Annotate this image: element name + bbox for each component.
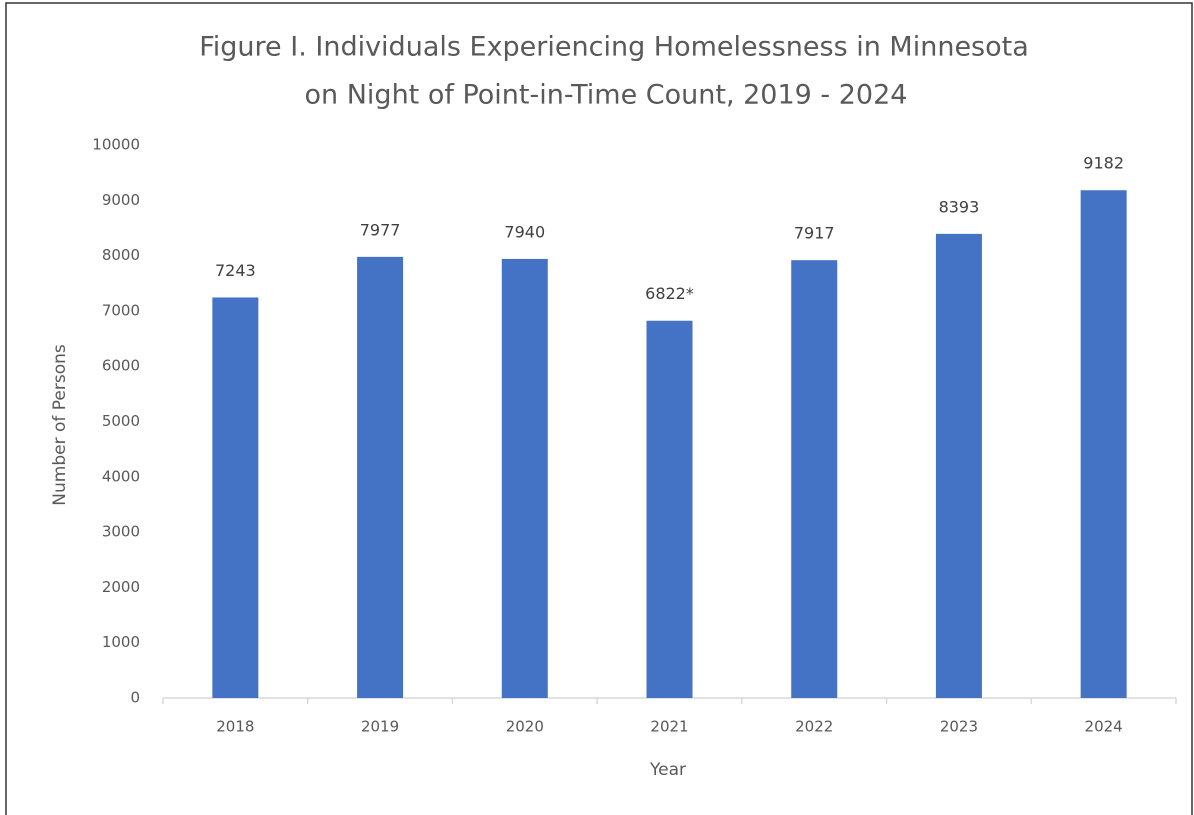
data-label: 8393 [939, 197, 980, 216]
y-tick-label: 8000 [102, 246, 140, 264]
chart-title: on Night of Point-in-Time Count, 2019 - … [305, 80, 908, 111]
y-tick-label: 9000 [102, 191, 140, 209]
x-tick-label: 2019 [361, 718, 399, 736]
bar [646, 320, 693, 698]
bar [357, 256, 404, 698]
y-tick-label: 4000 [102, 467, 140, 485]
x-axis-label: Year [649, 760, 686, 780]
y-tick-label: 1000 [102, 633, 140, 651]
chart-frame [5, 2, 1193, 815]
data-label: 7243 [215, 261, 256, 280]
x-tick-label: 2018 [216, 718, 254, 736]
bar [501, 258, 548, 698]
y-tick-label: 10000 [92, 136, 140, 154]
y-tick-label: 3000 [102, 523, 140, 541]
y-tick-label: 7000 [102, 301, 140, 319]
bar [791, 260, 838, 698]
x-tick-label: 2021 [650, 718, 688, 736]
data-label: 9182 [1083, 154, 1124, 173]
x-tick-label: 2024 [1085, 718, 1123, 736]
chart-title: Figure I. Individuals Experiencing Homel… [199, 32, 1029, 63]
bar [935, 233, 982, 698]
data-label: 7940 [504, 222, 545, 241]
x-tick-label: 2020 [506, 718, 544, 736]
y-tick-label: 0 [130, 689, 140, 707]
data-label: 7977 [360, 220, 401, 239]
y-axis-label: Number of Persons [50, 344, 70, 506]
data-label: 6822* [645, 284, 694, 303]
bar [212, 297, 259, 698]
x-tick-label: 2022 [795, 718, 833, 736]
data-label: 7917 [794, 224, 835, 243]
y-tick-label: 2000 [102, 578, 140, 596]
y-tick-label: 5000 [102, 412, 140, 430]
x-tick-label: 2023 [940, 718, 978, 736]
bar [1080, 190, 1127, 698]
y-tick-label: 6000 [102, 357, 140, 375]
